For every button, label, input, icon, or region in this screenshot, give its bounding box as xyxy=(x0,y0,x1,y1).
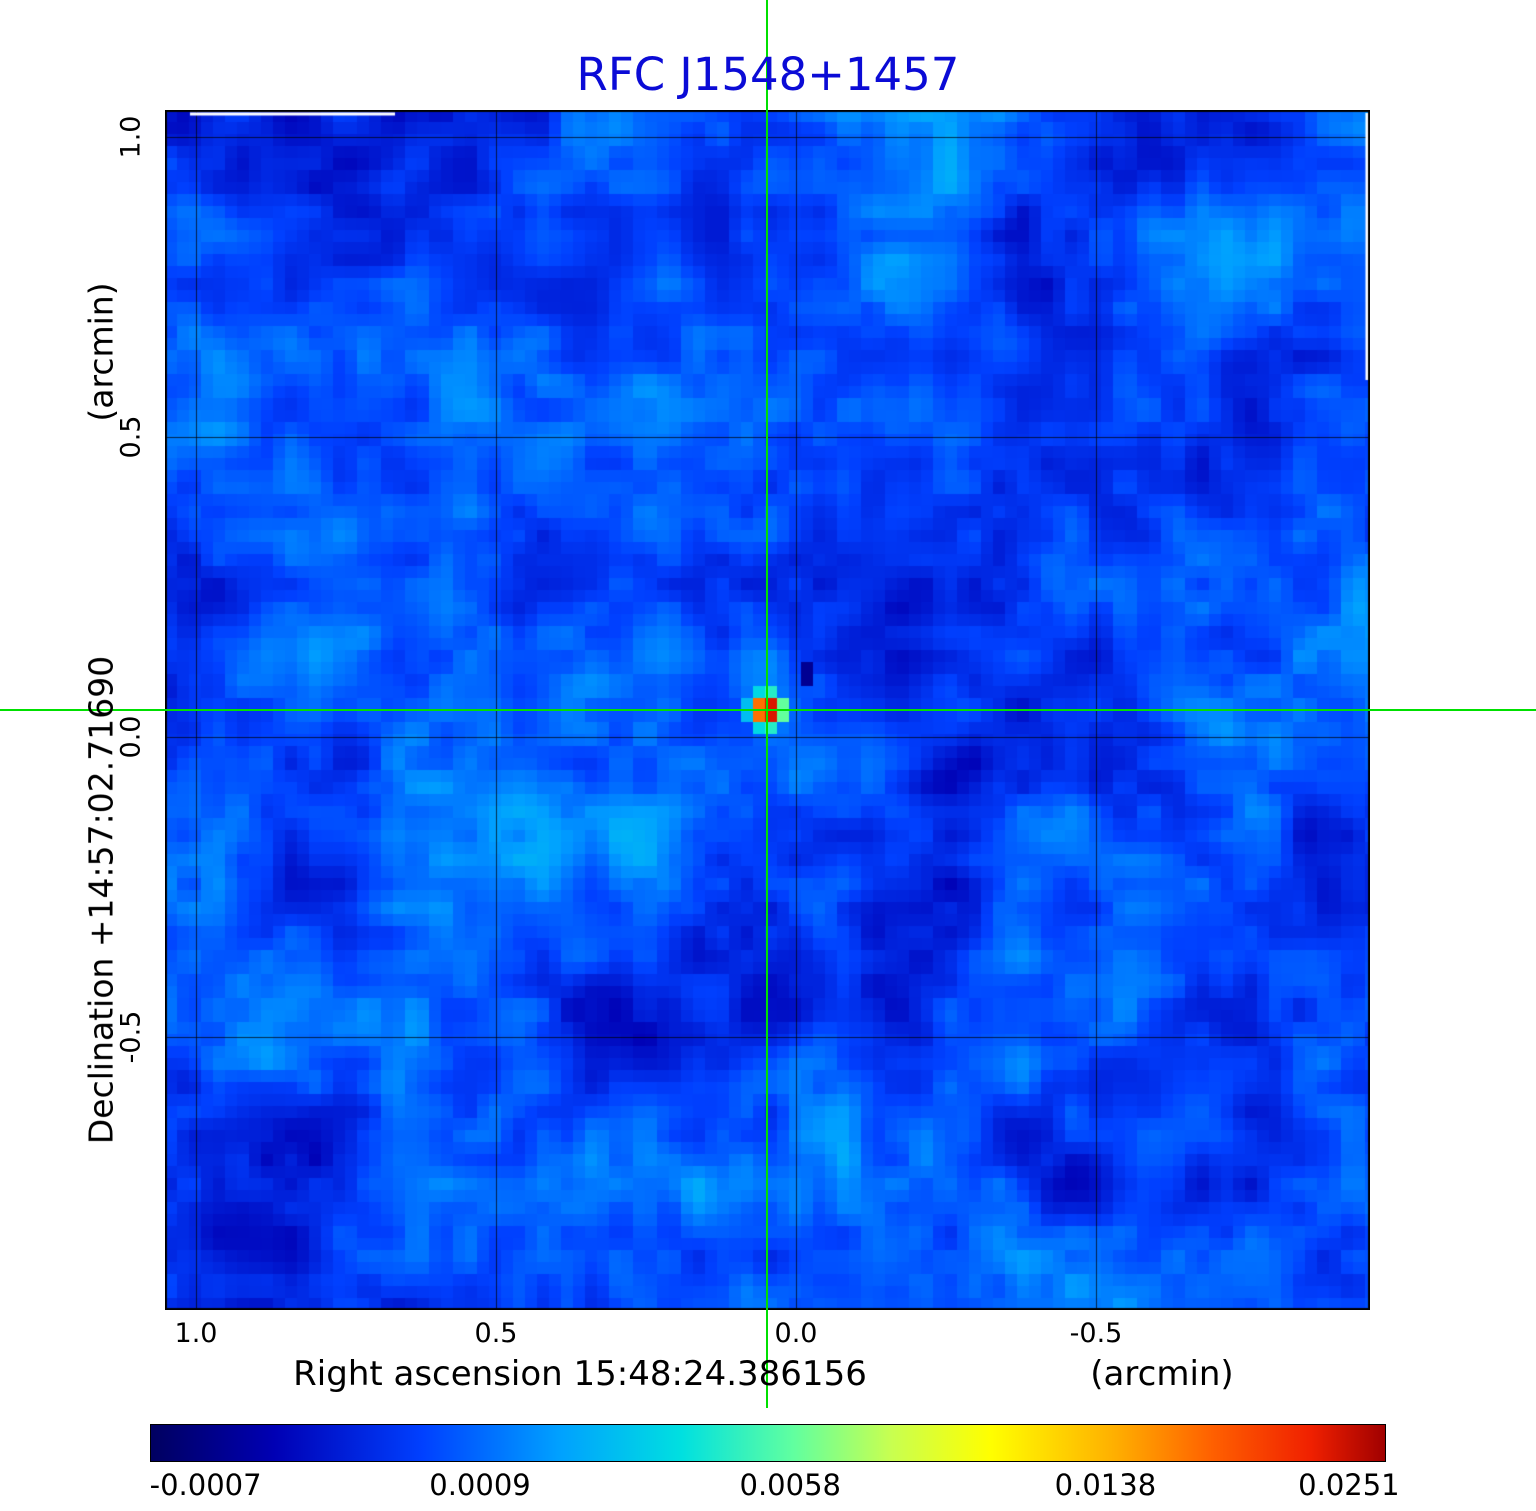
x-axis-unit: (arcmin) xyxy=(1090,1354,1234,1394)
crosshair-horizontal xyxy=(0,709,1536,711)
colorbar-tick-label-4: 0.0251 xyxy=(1298,1468,1400,1502)
x-tick-label-2: 0.0 xyxy=(774,1318,818,1349)
x-tick-label-0: 1.0 xyxy=(174,1318,218,1349)
x-tick-label-1: 0.5 xyxy=(474,1318,518,1349)
y-axis-label: Declination +14:57:02.71690 xyxy=(81,655,121,1145)
x-axis-label: Right ascension 15:48:24.386156 xyxy=(293,1354,867,1394)
crosshair-vertical xyxy=(766,0,768,1408)
colorbar xyxy=(150,1424,1386,1462)
y-tick-label-1: 0.5 xyxy=(115,415,147,459)
y-axis-unit: (arcmin) xyxy=(81,282,121,422)
colorbar-tick-label-3: 0.0138 xyxy=(1054,1468,1157,1502)
y-tick-label-0: 1.0 xyxy=(115,115,147,159)
colorbar-tick-label-1: 0.0009 xyxy=(429,1468,531,1502)
colorbar-tick-label-2: 0.0058 xyxy=(739,1468,841,1502)
x-tick-label-3: -0.5 xyxy=(1069,1318,1123,1349)
colorbar-tick-label-0: -0.0007 xyxy=(149,1468,262,1502)
colorbar-tick-labels: -0.0007 0.0009 0.0058 0.0138 0.0251 xyxy=(149,1468,1400,1504)
plot-title: RFC J1548+1457 xyxy=(576,48,960,101)
